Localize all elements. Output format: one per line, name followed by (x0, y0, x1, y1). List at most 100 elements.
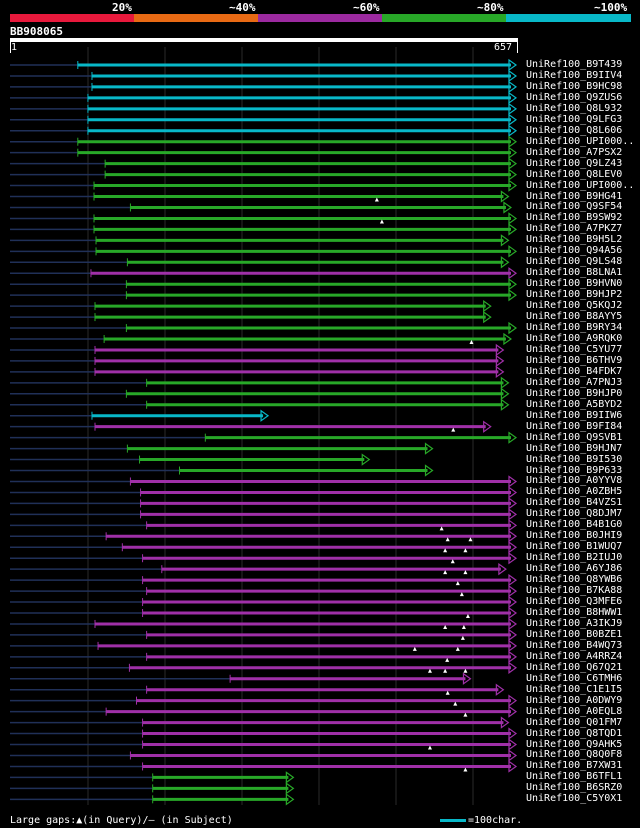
hit-row[interactable] (10, 497, 518, 510)
hit-label[interactable]: UniRef100_A0EQL8 (526, 705, 623, 717)
hit-row[interactable] (10, 310, 492, 324)
hit-label[interactable]: UniRef100_Q67Q21 (526, 661, 623, 673)
hit-row[interactable] (10, 343, 505, 357)
hit-row[interactable] (10, 420, 492, 433)
hit-label[interactable]: UniRef100_B6SRZ0 (526, 782, 623, 794)
hit-row[interactable] (10, 58, 518, 72)
hit-row[interactable] (10, 365, 505, 379)
hit-label[interactable]: UniRef100_B9HG41 (526, 190, 623, 202)
hit-row[interactable] (10, 179, 518, 192)
hit-label[interactable]: UniRef100_Q8Q0F8 (526, 749, 623, 761)
hit-row[interactable] (10, 562, 507, 576)
hit-label[interactable]: UniRef100_C6TMH6 (526, 672, 623, 684)
hit-row[interactable] (10, 409, 270, 422)
hit-row[interactable] (10, 157, 518, 170)
hit-row[interactable] (10, 256, 510, 269)
hit-label[interactable]: UniRef100_C5Y0X1 (526, 793, 623, 805)
hit-row[interactable] (10, 760, 518, 773)
hit-label[interactable]: UniRef100_A7PNJ3 (526, 376, 623, 388)
hit-label[interactable]: UniRef100_UPI000.. (526, 135, 635, 147)
hit-row[interactable] (10, 442, 434, 455)
hit-label[interactable]: UniRef100_A7PSX2 (526, 146, 623, 158)
hit-row[interactable] (10, 168, 518, 181)
hit-label[interactable]: UniRef100_Q9LZ43 (526, 157, 623, 169)
hit-row[interactable] (10, 617, 518, 631)
hit-label[interactable]: UniRef100_B9IIW6 (526, 409, 623, 421)
hit-label[interactable]: UniRef100_Q9AHK5 (526, 738, 623, 750)
hit-row[interactable] (10, 288, 518, 302)
hit-label[interactable]: UniRef100_Q8DJM7 (526, 508, 623, 520)
hit-row[interactable] (10, 212, 518, 225)
hit-row[interactable] (10, 69, 518, 83)
hit-row[interactable] (10, 694, 518, 707)
hit-label[interactable]: UniRef100_Q8L606 (526, 124, 623, 136)
hit-row[interactable] (10, 431, 518, 444)
hit-label[interactable]: UniRef100_B7XW31 (526, 760, 623, 772)
hit-label[interactable]: UniRef100_A0YYV8 (526, 475, 623, 487)
hit-label[interactable]: UniRef100_Q9SF54 (526, 201, 623, 213)
hit-row[interactable] (10, 267, 518, 280)
hit-row[interactable] (10, 584, 518, 598)
hit-row[interactable] (10, 475, 518, 488)
hit-row[interactable] (10, 683, 505, 696)
hit-label[interactable]: UniRef100_Q9SVB1 (526, 431, 623, 443)
hit-label[interactable]: UniRef100_Q9LFG3 (526, 113, 623, 125)
hit-label[interactable]: UniRef100_A0ZBH5 (526, 486, 623, 498)
hit-label[interactable]: UniRef100_B9FI84 (526, 420, 623, 432)
hit-label[interactable]: UniRef100_B1WUQ7 (526, 541, 623, 553)
hit-label[interactable]: UniRef100_B9HJN7 (526, 442, 623, 454)
hit-label[interactable]: UniRef100_B9HVN0 (526, 278, 623, 290)
hit-row[interactable] (10, 727, 518, 740)
hit-row[interactable] (10, 376, 510, 390)
hit-row[interactable] (10, 245, 518, 258)
hit-row[interactable] (10, 190, 510, 203)
hit-row[interactable] (10, 321, 518, 335)
hit-row[interactable] (10, 102, 518, 116)
hit-row[interactable] (10, 639, 518, 653)
hit-label[interactable]: UniRef100_A9RQK0 (526, 333, 623, 344)
hit-label[interactable]: UniRef100_A7PKZ7 (526, 223, 623, 235)
hit-label[interactable]: UniRef100_A0DWY9 (526, 694, 623, 706)
hit-label[interactable]: UniRef100_B4B1G0 (526, 519, 623, 531)
hit-label[interactable]: UniRef100_Q01FM7 (526, 716, 623, 728)
hit-row[interactable] (10, 453, 371, 466)
hit-row[interactable] (10, 749, 518, 762)
hit-row[interactable] (10, 398, 510, 411)
hit-label[interactable]: UniRef100_B8AYY5 (526, 311, 623, 323)
hit-label[interactable]: UniRef100_Q8YWB6 (526, 574, 623, 586)
hit-label[interactable]: UniRef100_B9P633 (526, 464, 623, 476)
hit-label[interactable]: UniRef100_Q8TQD1 (526, 727, 623, 739)
hit-row[interactable] (10, 552, 518, 565)
hit-label[interactable]: UniRef100_A6YJ86 (526, 563, 623, 575)
hit-label[interactable]: UniRef100_B9IIV4 (526, 69, 623, 81)
hit-row[interactable] (10, 716, 510, 729)
hit-label[interactable]: UniRef100_B8HWW1 (526, 607, 623, 618)
hit-label[interactable]: UniRef100_A5BYD2 (526, 398, 623, 410)
hit-row[interactable] (10, 519, 518, 532)
hit-row[interactable] (10, 508, 518, 521)
hit-label[interactable]: UniRef100_B2IUJ0 (526, 552, 623, 564)
hit-row[interactable] (10, 486, 518, 499)
hit-label[interactable]: UniRef100_B0JHI9 (526, 530, 623, 542)
hit-label[interactable]: UniRef100_B9SW92 (526, 212, 623, 224)
hit-row[interactable] (10, 672, 472, 685)
hit-row[interactable] (10, 573, 518, 587)
hit-row[interactable] (10, 595, 518, 609)
hit-row[interactable] (10, 661, 518, 674)
hit-label[interactable]: UniRef100_C1E1I5 (526, 683, 623, 695)
hit-row[interactable] (10, 771, 295, 784)
hit-row[interactable] (10, 793, 295, 806)
hit-label[interactable]: UniRef100_Q8L932 (526, 102, 623, 114)
hit-label[interactable]: UniRef100_B9I530 (526, 453, 623, 465)
hit-row[interactable] (10, 113, 518, 126)
hit-row[interactable] (10, 91, 518, 105)
hit-label[interactable]: UniRef100_B4WQ73 (526, 639, 623, 651)
hit-row[interactable] (10, 354, 505, 368)
hit-row[interactable] (10, 278, 518, 291)
hit-label[interactable]: UniRef100_B9HJP0 (526, 387, 623, 399)
hit-label[interactable]: UniRef100_Q5KQJ2 (526, 300, 623, 312)
hit-label[interactable]: UniRef100_B8LNA1 (526, 267, 623, 279)
hit-row[interactable] (10, 332, 512, 346)
hit-label[interactable]: UniRef100_B9H5L2 (526, 234, 623, 246)
hit-label[interactable]: UniRef100_B9RY34 (526, 322, 623, 334)
